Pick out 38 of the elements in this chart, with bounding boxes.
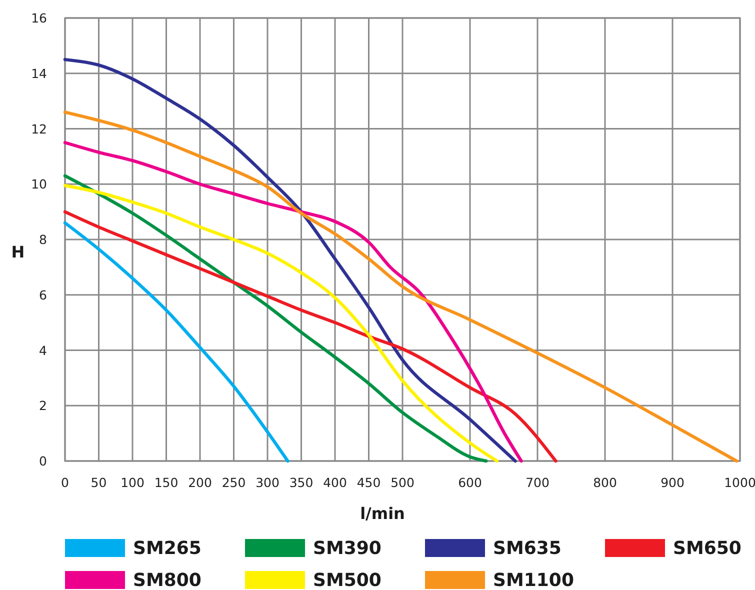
y-tick-label: 4 [39, 342, 48, 358]
y-tick-label: 6 [39, 287, 48, 302]
x-tick-label: 250 [222, 475, 246, 490]
x-tick-label: 200 [188, 475, 212, 490]
x-tick-label: 1000 [724, 475, 755, 490]
line-series [63, 210, 558, 463]
legend-label: SM1100 [493, 570, 574, 590]
legend-label: SM500 [313, 570, 382, 590]
legend-label: SM265 [133, 538, 202, 559]
x-tick-label: 500 [390, 475, 414, 490]
x-tick-label: 150 [154, 475, 178, 490]
y-tick-label: 14 [31, 66, 48, 81]
line-series [63, 221, 290, 463]
x-axis-title: l/min [360, 504, 405, 523]
x-tick-label: 600 [458, 475, 482, 490]
y-tick-label: 12 [31, 121, 47, 136]
y-tick-label: 10 [31, 176, 48, 192]
x-tick-label: 50 [90, 475, 107, 490]
x-tick-label: 0 [61, 475, 70, 490]
x-tick-label: 700 [526, 475, 550, 490]
legend-label: SM800 [133, 570, 202, 590]
x-tick-label: 100 [120, 475, 144, 490]
y-tick-label: 2 [39, 398, 47, 414]
y-tick-label: 0 [39, 454, 48, 468]
legend-label: SM390 [313, 538, 382, 559]
x-tick-label: 350 [289, 475, 314, 490]
y-tick-label: 8 [39, 232, 48, 247]
x-tick-label: 900 [660, 475, 684, 490]
y-axis-title: H [11, 242, 25, 262]
x-tick-label: 800 [593, 475, 617, 490]
x-tick-label: 400 [323, 475, 347, 490]
legend-label: SM650 [673, 538, 742, 559]
x-tick-label: 450 [356, 475, 381, 490]
y-tick-label: 16 [31, 10, 48, 26]
line-series [63, 140, 523, 463]
legend-label: SM635 [493, 538, 562, 559]
line-series [63, 58, 517, 463]
x-tick-label: 300 [256, 475, 280, 490]
